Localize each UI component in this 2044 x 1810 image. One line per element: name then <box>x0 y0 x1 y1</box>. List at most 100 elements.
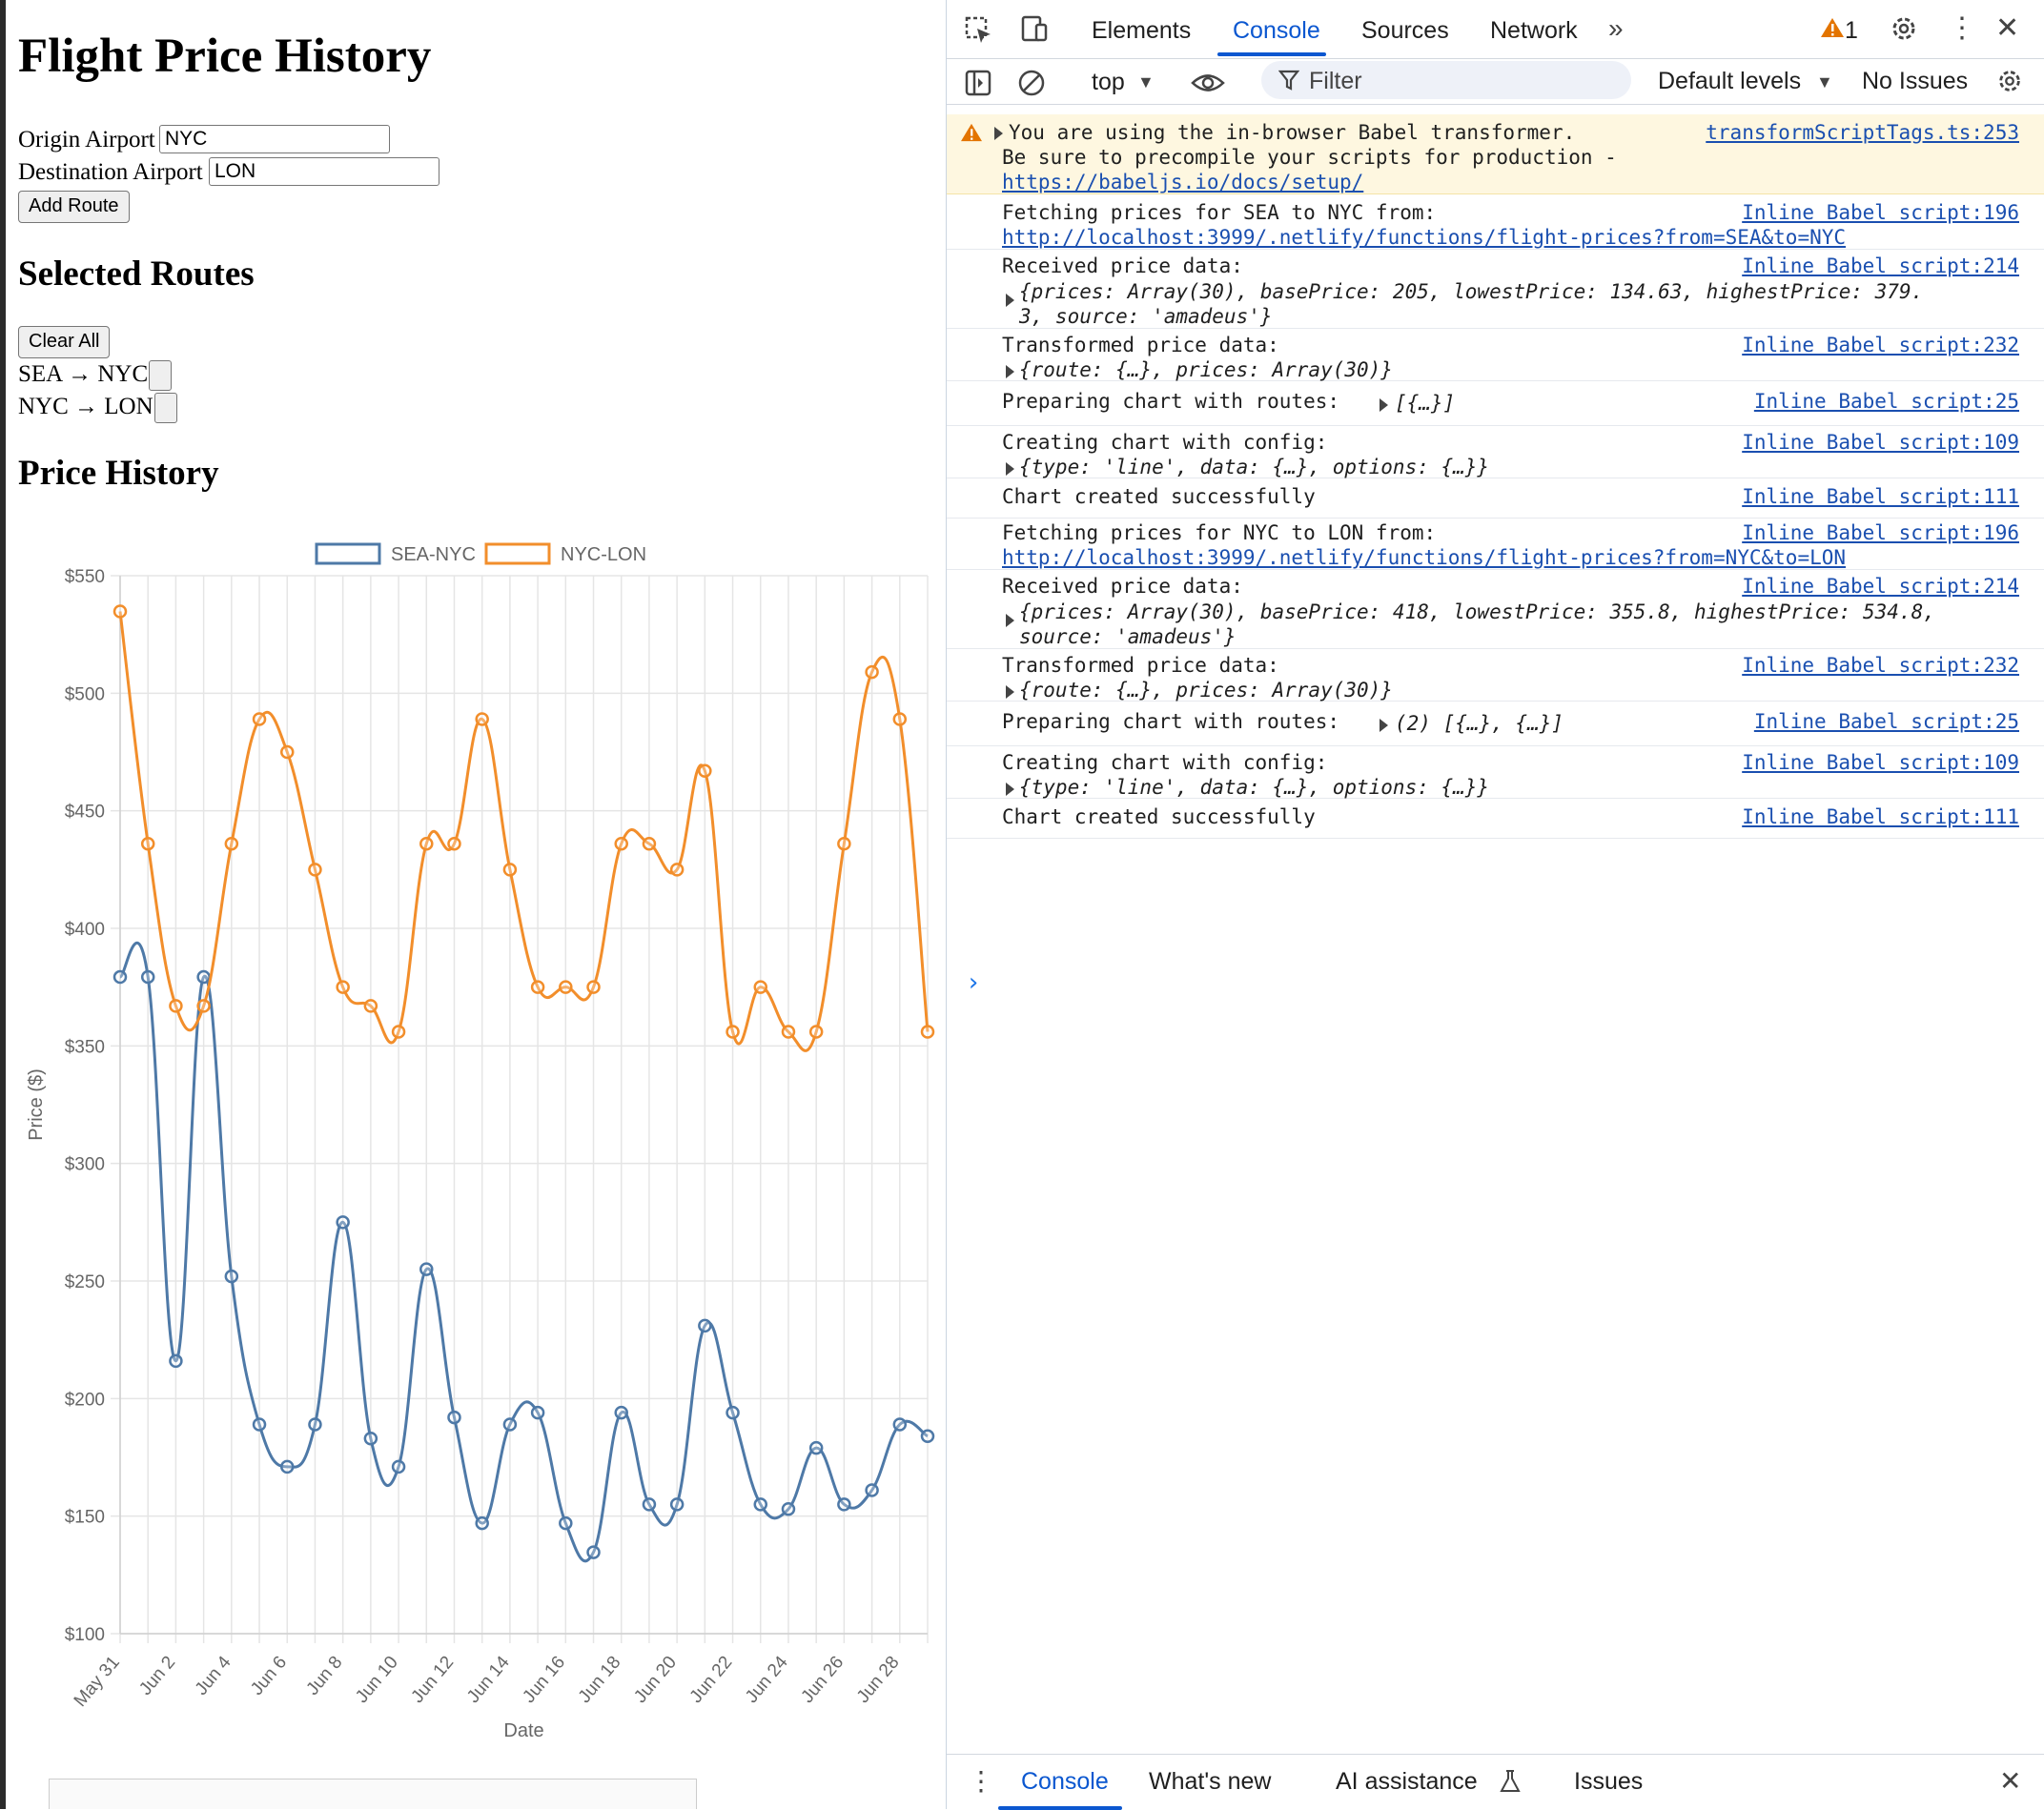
console-output: You are using the in-browser Babel trans… <box>947 107 2044 1746</box>
tab-sources[interactable]: Sources <box>1361 17 1449 44</box>
expand-arrow-icon[interactable] <box>1006 783 1014 796</box>
message-source-link[interactable]: Inline Babel script:232 <box>1742 334 2019 356</box>
tab-console[interactable]: Console <box>1233 17 1320 44</box>
tab-network[interactable]: Network <box>1490 17 1578 44</box>
dropdown-arrow-icon: ▼ <box>1816 72 1833 92</box>
live-expression-eye-icon[interactable] <box>1191 69 1225 101</box>
log-levels-dropdown[interactable]: Default levels <box>1658 68 1802 94</box>
expand-arrow-icon[interactable] <box>1006 294 1014 307</box>
horizontal-scrollbar[interactable] <box>49 1779 697 1809</box>
message-source-link[interactable]: Inline Babel script:232 <box>1742 654 2019 677</box>
warning-count[interactable]: 1 <box>1845 17 1858 44</box>
console-prompt-chevron-icon[interactable]: › <box>966 968 981 997</box>
issues-button[interactable]: No Issues <box>1862 68 1969 94</box>
object-preview[interactable]: {type: 'line', data: {…}, options: {…}} <box>1019 776 1490 799</box>
console-log-message: Fetching prices for NYC to LON from: htt… <box>947 519 2044 570</box>
data-point-SEA-NYC <box>502 1417 518 1432</box>
object-preview[interactable]: {prices: Array(30), basePrice: 205, lowe… <box>1019 280 1924 303</box>
data-point-SEA-NYC <box>279 1459 295 1474</box>
drawer-tab-issues[interactable]: Issues <box>1574 1768 1644 1795</box>
expand-arrow-icon[interactable] <box>1006 365 1014 378</box>
console-log-message: Chart created successfully Inline Babel … <box>947 478 2044 519</box>
close-icon[interactable]: ✕ <box>1995 12 2020 44</box>
data-point-NYC-LON <box>363 999 378 1013</box>
message-link[interactable]: http://localhost:3999/.netlify/functions… <box>1002 546 1847 569</box>
expand-arrow-icon[interactable] <box>1380 398 1388 412</box>
more-options-icon[interactable]: ⋮ <box>1948 12 1976 44</box>
message-source-link[interactable]: Inline Babel script:109 <box>1742 431 2019 454</box>
device-toolbar-icon[interactable] <box>1017 14 1050 49</box>
object-preview[interactable]: (2) [{…}, {…}] <box>1395 712 1564 735</box>
route-item: SEA → NYC <box>18 359 173 392</box>
clear-console-icon[interactable] <box>1017 69 1046 101</box>
drawer-tab-ai-assistance[interactable]: AI assistance <box>1336 1768 1478 1795</box>
message-source-link[interactable]: Inline Babel script:25 <box>1753 710 2019 733</box>
origin-input[interactable]: NYC <box>159 125 390 153</box>
data-point-SEA-NYC <box>669 1497 685 1512</box>
message-link[interactable]: http://localhost:3999/.netlify/functions… <box>1002 226 1847 249</box>
drawer-tab-whats-new[interactable]: What's new <box>1149 1768 1272 1795</box>
message-text: Transformed price data: <box>1002 654 1279 677</box>
devtools-panel: Elements Console Sources Network » 1 ⋮ ✕… <box>946 0 2044 1810</box>
destination-label: Destination Airport <box>18 159 203 185</box>
object-preview[interactable]: {route: {…}, prices: Array(30)} <box>1019 679 1393 702</box>
message-source-link[interactable]: Inline Babel script:214 <box>1742 575 2019 598</box>
origin-label: Origin Airport <box>18 127 155 153</box>
console-log-message: Creating chart with config: {type: 'line… <box>947 746 2044 799</box>
object-preview[interactable]: {prices: Array(30), basePrice: 418, lowe… <box>1019 600 1935 623</box>
message-source-link[interactable]: Inline Babel script:25 <box>1753 390 2019 413</box>
data-point-SEA-NYC <box>586 1545 601 1559</box>
clear-all-button[interactable]: Clear All <box>18 326 111 358</box>
expand-arrow-icon[interactable] <box>1006 614 1014 627</box>
object-preview[interactable]: {route: {…}, prices: Array(30)} <box>1019 358 1393 381</box>
message-expand[interactable]: You are using the in-browser Babel trans… <box>994 120 1575 146</box>
expand-arrow-icon[interactable] <box>1380 719 1388 732</box>
y-tick-label: $300 <box>65 1155 105 1175</box>
message-source-link[interactable]: Inline Babel script:109 <box>1742 751 2019 774</box>
expand-arrow-icon[interactable] <box>1006 462 1014 476</box>
data-point-SEA-NYC <box>419 1262 434 1276</box>
y-axis-title: Price ($) <box>26 1068 47 1141</box>
settings-gear-icon[interactable] <box>1889 13 1919 48</box>
data-point-SEA-NYC <box>642 1497 657 1512</box>
expand-arrow-icon[interactable] <box>1006 685 1014 699</box>
remove-route-button[interactable] <box>149 360 173 392</box>
sidebar-toggle-icon[interactable] <box>964 69 992 101</box>
remove-route-button[interactable] <box>153 393 177 424</box>
console-settings-gear-icon[interactable] <box>1995 67 2024 99</box>
message-link[interactable]: https://babeljs.io/docs/setup/ <box>1002 171 1364 193</box>
tab-elements[interactable]: Elements <box>1092 17 1192 44</box>
drawer-menu-icon[interactable]: ⋮ <box>968 1766 994 1796</box>
message-source-link[interactable]: transformScriptTags.ts:253 <box>1706 121 2019 144</box>
console-log-message: Received price data: {prices: Array(30),… <box>947 570 2044 649</box>
message-source-link[interactable]: Inline Babel script:196 <box>1742 201 2019 224</box>
filter-input[interactable]: Filter <box>1261 61 1631 99</box>
message-text: Creating chart with config: <box>1002 431 1328 454</box>
destination-input[interactable]: LON <box>209 157 439 186</box>
object-preview[interactable]: {type: 'line', data: {…}, options: {…}} <box>1019 456 1490 478</box>
context-selector[interactable]: top <box>1092 69 1125 95</box>
message-source-link[interactable]: Inline Babel script:214 <box>1742 254 2019 277</box>
inspect-element-icon[interactable] <box>964 15 994 50</box>
warning-icon[interactable] <box>1820 16 1845 43</box>
more-tabs-icon[interactable]: » <box>1608 13 1624 43</box>
data-point-NYC-LON <box>224 836 239 851</box>
object-preview[interactable]: [{…}] <box>1395 392 1456 415</box>
data-point-NYC-LON <box>140 836 155 851</box>
y-tick-label: $500 <box>65 684 105 704</box>
x-tick-label: Jun 18 <box>575 1653 625 1707</box>
close-drawer-icon[interactable]: ✕ <box>1999 1766 2022 1796</box>
series-line-SEA-NYC <box>118 941 929 1563</box>
console-toolbar: top ▼ <box>947 59 2044 105</box>
expand-arrow-icon[interactable] <box>994 127 1003 140</box>
message-text: Preparing chart with routes: <box>1002 710 1340 733</box>
data-point-SEA-NYC <box>475 1515 489 1531</box>
message-source-link[interactable]: Inline Babel script:196 <box>1742 521 2019 544</box>
message-source-link[interactable]: Inline Babel script:111 <box>1742 805 2019 828</box>
data-point-NYC-LON <box>559 980 573 994</box>
message-source-link[interactable]: Inline Babel script:111 <box>1742 485 2019 508</box>
drawer-tab-console[interactable]: Console <box>1021 1768 1109 1795</box>
data-point-NYC-LON <box>169 999 183 1013</box>
data-point-SEA-NYC <box>252 1417 267 1432</box>
add-route-button[interactable]: Add Route <box>18 191 130 223</box>
